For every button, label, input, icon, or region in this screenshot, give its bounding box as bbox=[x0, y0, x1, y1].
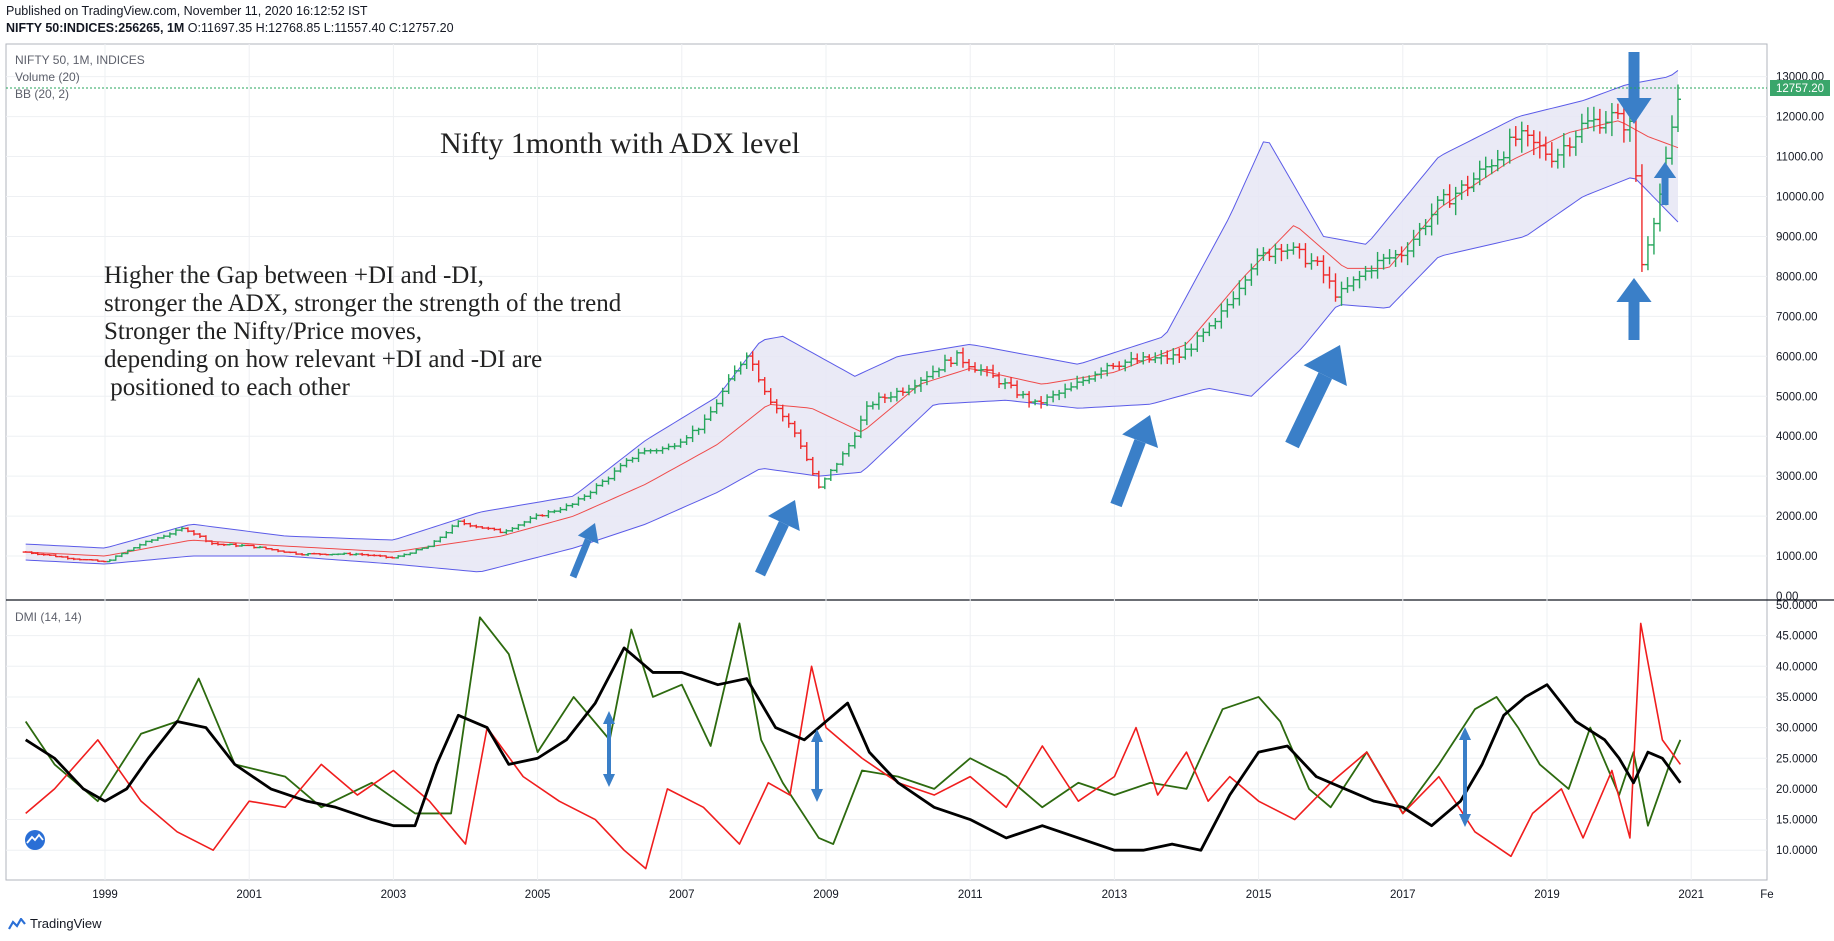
time-axis-tick: 1999 bbox=[92, 889, 118, 901]
annotation-title: Nifty 1month with ADX level bbox=[440, 127, 800, 160]
dmi-axis-tick: 35.0000 bbox=[1776, 692, 1818, 704]
legend-dmi: DMI (14, 14) bbox=[15, 610, 82, 624]
legend-title: NIFTY 50, 1M, INDICES bbox=[15, 53, 145, 67]
bollinger-bands bbox=[25, 70, 1679, 573]
arrow-up-2020-small-head bbox=[1653, 162, 1677, 178]
time-axis-tick: 2013 bbox=[1102, 889, 1128, 901]
time-axis-tick: 2001 bbox=[236, 889, 262, 901]
annotation-line-5: positioned to each other bbox=[104, 374, 350, 401]
dmi-double-arrow-2006-bottom bbox=[603, 774, 615, 787]
dmi-axis-tick: 15.0000 bbox=[1776, 815, 1818, 827]
dmi-double-arrow-2006-top bbox=[603, 711, 615, 724]
arrow-up-2013 bbox=[1110, 439, 1146, 508]
dmi-axis-tick: 30.0000 bbox=[1776, 723, 1818, 735]
last-price-tag bbox=[1770, 80, 1830, 96]
price-axis-tick: 7000.00 bbox=[1776, 311, 1818, 323]
symbol-ohlc-line: NIFTY 50:INDICES:256265, 1M O:11697.35 H… bbox=[6, 21, 454, 35]
dmi-axis-tick: 40.0000 bbox=[1776, 661, 1818, 673]
arrow-up-2005 bbox=[569, 538, 592, 579]
dmi-double-arrow-2009-top bbox=[811, 729, 823, 742]
arrow-up-2020-bottom-head bbox=[1616, 278, 1652, 302]
price-axis-tick: 1000.00 bbox=[1776, 551, 1818, 563]
annotation-line-4: depending on how relevant +DI and -DI ar… bbox=[104, 346, 542, 373]
price-axis-tick: 5000.00 bbox=[1776, 391, 1818, 403]
adx-line bbox=[24, 646, 1682, 852]
annotation-line-1: Higher the Gap between +DI and -DI, bbox=[104, 262, 484, 289]
annotation-line-2: stronger the ADX, stronger the strength … bbox=[104, 290, 622, 317]
time-axis-tick: 2005 bbox=[525, 889, 551, 901]
tradingview-watermark-icon bbox=[25, 830, 45, 850]
last-price-label: 12757.20 bbox=[1776, 83, 1824, 95]
annotation-line-3: Stronger the Nifty/Price moves, bbox=[104, 318, 422, 345]
dmi-double-arrow-2018-bottom bbox=[1459, 814, 1471, 827]
ohlc-values: O:11697.35 H:12768.85 L:11557.40 C:12757… bbox=[187, 21, 454, 35]
arrow-up-2015-head bbox=[1303, 345, 1347, 387]
dmi-axis-tick: 25.0000 bbox=[1776, 753, 1818, 765]
price-axis-tick: 11000.00 bbox=[1776, 152, 1823, 164]
arrow-down-2020-top-head bbox=[1616, 98, 1652, 124]
annotation-arrows bbox=[569, 52, 1677, 827]
legend-bb: BB (20, 2) bbox=[15, 87, 69, 101]
tradingview-brand[interactable]: TradingView bbox=[8, 916, 102, 931]
time-axis-tick: 2007 bbox=[669, 889, 695, 901]
legend-volume: Volume (20) bbox=[15, 70, 80, 84]
dmi-double-arrow-2009-bottom bbox=[811, 789, 823, 802]
dmi-axis-tick: 45.0000 bbox=[1776, 631, 1818, 643]
time-axis-tick: 2019 bbox=[1534, 889, 1560, 901]
dmi-axis-tick: 50.0000 bbox=[1776, 600, 1818, 612]
time-axis-tick: 2009 bbox=[813, 889, 839, 901]
minus-di-line bbox=[25, 622, 1682, 870]
dmi-double-arrow-2018-top bbox=[1459, 727, 1471, 740]
bb-upper-line bbox=[25, 70, 1679, 549]
price-bars[interactable] bbox=[22, 84, 1681, 563]
time-axis-tick: 2017 bbox=[1390, 889, 1416, 901]
price-axis-tick: 6000.00 bbox=[1776, 351, 1818, 363]
time-axis-tick: 2003 bbox=[381, 889, 407, 901]
price-axis-tick: 12000.00 bbox=[1776, 112, 1824, 124]
time-axis-tick: 2015 bbox=[1246, 889, 1272, 901]
price-axis-tick: 2000.00 bbox=[1776, 511, 1818, 523]
axes: 13000.0012000.0011000.0010000.009000.008… bbox=[92, 72, 1824, 901]
published-line: Published on TradingView.com, November 1… bbox=[6, 4, 368, 18]
brand-label: TradingView bbox=[30, 916, 102, 931]
dmi-axis-tick: 20.0000 bbox=[1776, 784, 1818, 796]
price-axis-tick: 4000.00 bbox=[1776, 431, 1818, 443]
price-axis-tick: 8000.00 bbox=[1776, 271, 1818, 283]
time-axis-tick: Fe bbox=[1760, 889, 1773, 901]
time-axis-tick: 2011 bbox=[958, 889, 983, 901]
bb-lower-line bbox=[25, 177, 1679, 573]
tradingview-logo-icon bbox=[8, 917, 26, 930]
price-axis-tick: 9000.00 bbox=[1776, 231, 1818, 243]
price-axis-tick: 3000.00 bbox=[1776, 471, 1818, 483]
bb-fill bbox=[25, 70, 1678, 572]
arrow-up-2008-head bbox=[767, 500, 800, 532]
time-axis-tick: 2021 bbox=[1678, 889, 1704, 901]
price-axis-tick: 10000.00 bbox=[1776, 192, 1824, 204]
plus-di-line bbox=[24, 616, 1682, 845]
bb-basis-line bbox=[25, 120, 1679, 557]
dmi-lines[interactable] bbox=[24, 616, 1682, 870]
arrow-up-2005-head bbox=[577, 523, 599, 544]
arrow-up-2015 bbox=[1285, 372, 1333, 449]
symbol-label: NIFTY 50:INDICES:256265, 1M bbox=[6, 21, 185, 35]
grid bbox=[6, 44, 1767, 880]
arrow-up-2013-head bbox=[1122, 415, 1159, 448]
price-axis-tick: 0.00 bbox=[1776, 591, 1798, 603]
dmi-axis-tick: 10.0000 bbox=[1776, 845, 1818, 857]
arrow-up-2008 bbox=[755, 521, 789, 577]
